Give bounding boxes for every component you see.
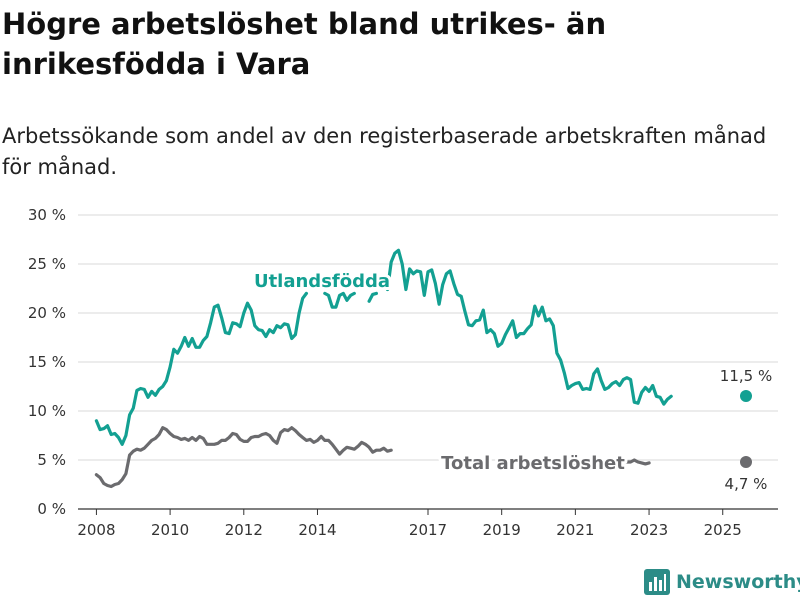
chart-subtitle: Arbetssökande som andel av den registerb… <box>2 124 767 179</box>
series-end-label: 11,5 % <box>720 367 772 385</box>
series-line <box>94 426 651 489</box>
series-end-label: 4,7 % <box>725 475 768 493</box>
x-tick-label: 2019 <box>483 521 521 539</box>
y-tick-label: 5 % <box>37 451 66 469</box>
newsworthy-logo[interactable]: Newsworthy <box>644 569 800 595</box>
x-tick-label: 2025 <box>704 521 742 539</box>
series-line <box>94 248 673 446</box>
x-tick-label: 2010 <box>151 521 189 539</box>
series-end-point <box>740 456 752 468</box>
chart-title: Högre arbetslöshet bland utrikes- än inr… <box>2 7 607 81</box>
y-tick-label: 15 % <box>28 353 66 371</box>
y-tick-label: 30 % <box>28 206 66 224</box>
series-end-point <box>740 390 752 402</box>
x-tick-label: 2012 <box>225 521 263 539</box>
y-tick-label: 10 % <box>28 402 66 420</box>
y-tick-label: 20 % <box>28 304 66 322</box>
x-tick-label: 2017 <box>409 521 447 539</box>
x-tick-label: 2008 <box>77 521 115 539</box>
series-label: Utlandsfödda <box>254 271 390 292</box>
x-tick-label: 2023 <box>630 521 668 539</box>
y-tick-label: 25 % <box>28 255 66 273</box>
bar-chart-logo-icon <box>644 569 670 595</box>
x-tick-label: 2021 <box>556 521 594 539</box>
series-label: Total arbetslöshet <box>441 453 625 474</box>
brand-name: Newsworthy <box>676 571 800 593</box>
x-tick-label: 2014 <box>298 521 336 539</box>
y-tick-label: 0 % <box>37 500 66 518</box>
